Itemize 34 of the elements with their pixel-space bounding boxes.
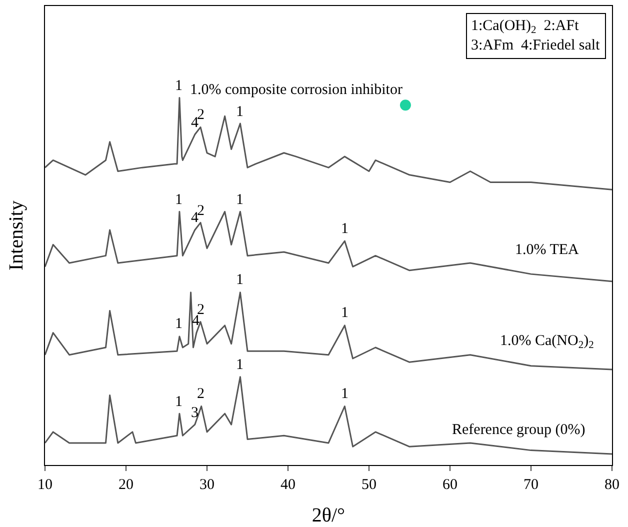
x-tick-label: 80 [604, 477, 620, 493]
x-tick-label: 30 [200, 477, 214, 493]
annotation: 1 [236, 272, 244, 288]
x-axis-title: 2θ/° [312, 504, 346, 526]
annotation: 1 [236, 357, 244, 373]
text: 3:AFm 4:Friedel salt [471, 38, 601, 54]
annotation: 2 [197, 203, 204, 219]
series-label: Reference group (0%) [452, 422, 586, 438]
annotation: 1 [341, 221, 348, 237]
annotation: 2 [197, 107, 204, 123]
annotation: 4 [191, 210, 199, 226]
x-tick-label: 20 [118, 477, 134, 493]
annotation: 1 [236, 192, 244, 208]
x-tick-label: 70 [524, 477, 538, 493]
x-tick-label: 60 [442, 477, 458, 493]
y-axis-title: Intensity [6, 200, 28, 270]
annotation: 2 [197, 386, 204, 402]
annotation: 1 [341, 305, 348, 321]
x-tick-label: 40 [280, 477, 296, 493]
text: 1:Ca(OH)$_{2}$ 2:AFt [471, 18, 580, 36]
annotation: 4 [191, 115, 199, 131]
x-tick-label: 10 [38, 477, 52, 493]
annotation: 1 [175, 394, 182, 410]
annotation: 1 [175, 192, 182, 208]
series-label: 1.0% composite corrosion inhibitor [190, 82, 402, 98]
series-label: 1.0% Ca(NO$_{2}$)$_{2}$ [500, 333, 594, 352]
annotation: 2 [197, 302, 204, 318]
annotation: 1 [341, 386, 348, 402]
annotation: 3 [191, 405, 198, 421]
annotation: 1 [236, 104, 244, 120]
x-tick-label: 50 [362, 477, 376, 493]
series-label: 1.0% TEA [515, 242, 580, 258]
annotation: 1 [175, 316, 182, 332]
annotation: 1 [175, 78, 182, 94]
